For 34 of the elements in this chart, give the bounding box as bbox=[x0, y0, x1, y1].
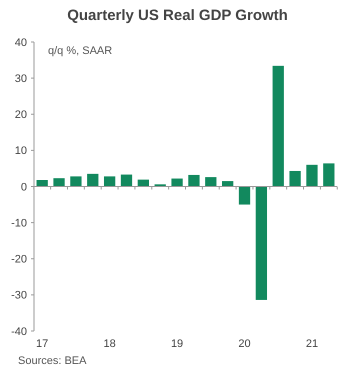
bar bbox=[272, 66, 284, 186]
y-axis-title: q/q %, SAAR bbox=[48, 45, 112, 57]
y-tick-label: -30 bbox=[11, 290, 27, 302]
bar bbox=[323, 163, 334, 186]
y-tick-label: -40 bbox=[11, 326, 27, 338]
bar bbox=[306, 164, 318, 186]
bar bbox=[289, 170, 301, 186]
bar bbox=[104, 176, 116, 186]
x-tick-label: 20 bbox=[238, 338, 251, 350]
y-tick-label: 0 bbox=[20, 181, 27, 194]
y-tick-label: -20 bbox=[11, 254, 27, 266]
bar bbox=[256, 186, 268, 300]
bar bbox=[120, 174, 132, 186]
bar bbox=[171, 178, 183, 186]
bar bbox=[70, 176, 82, 186]
x-tick-label: 21 bbox=[306, 338, 318, 350]
bar bbox=[188, 174, 200, 186]
y-tick-label: 40 bbox=[14, 36, 27, 49]
bar bbox=[205, 177, 216, 186]
bar bbox=[138, 180, 149, 186]
x-tick-label: 18 bbox=[104, 338, 116, 350]
bar bbox=[87, 174, 98, 186]
bar bbox=[36, 180, 48, 186]
y-tick-label: 20 bbox=[14, 109, 27, 122]
bar bbox=[53, 178, 65, 186]
x-tick-label: 19 bbox=[170, 338, 184, 350]
bar bbox=[222, 181, 234, 186]
source-note: Sources: BEA bbox=[18, 355, 88, 367]
y-tick-label: 10 bbox=[14, 145, 27, 158]
x-tick-label: 17 bbox=[36, 338, 48, 350]
chart-title: Quarterly US Real GDP Growth bbox=[67, 7, 288, 24]
bar bbox=[238, 186, 250, 205]
y-tick-label: 30 bbox=[14, 72, 27, 85]
y-tick-label: -10 bbox=[11, 217, 27, 230]
